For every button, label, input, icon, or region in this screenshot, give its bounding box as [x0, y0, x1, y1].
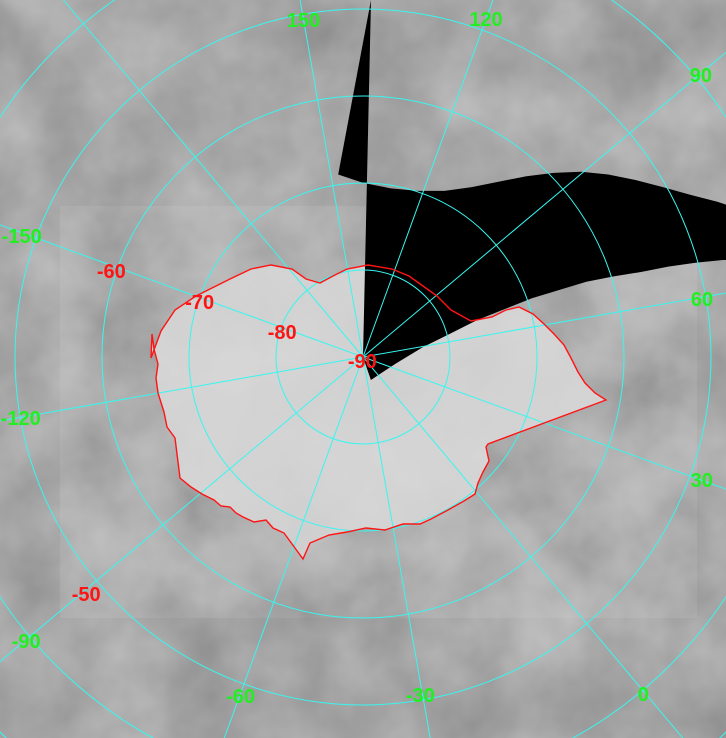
svg-text:-80: -80: [268, 322, 297, 344]
svg-text:120: 120: [469, 9, 502, 31]
svg-text:-60: -60: [226, 686, 255, 708]
svg-text:-120: -120: [1, 408, 41, 430]
svg-text:-90: -90: [12, 631, 41, 653]
svg-text:60: 60: [691, 289, 713, 311]
svg-text:-50: -50: [72, 584, 101, 606]
svg-text:-60: -60: [97, 261, 126, 283]
svg-text:-90: -90: [348, 351, 377, 373]
svg-text:30: 30: [691, 470, 713, 492]
svg-text:150: 150: [287, 10, 320, 32]
svg-text:0: 0: [638, 684, 649, 706]
svg-text:-30: -30: [406, 685, 435, 707]
svg-text:-70: -70: [185, 292, 214, 314]
svg-text:90: 90: [690, 65, 712, 87]
svg-text:-150: -150: [2, 226, 42, 248]
